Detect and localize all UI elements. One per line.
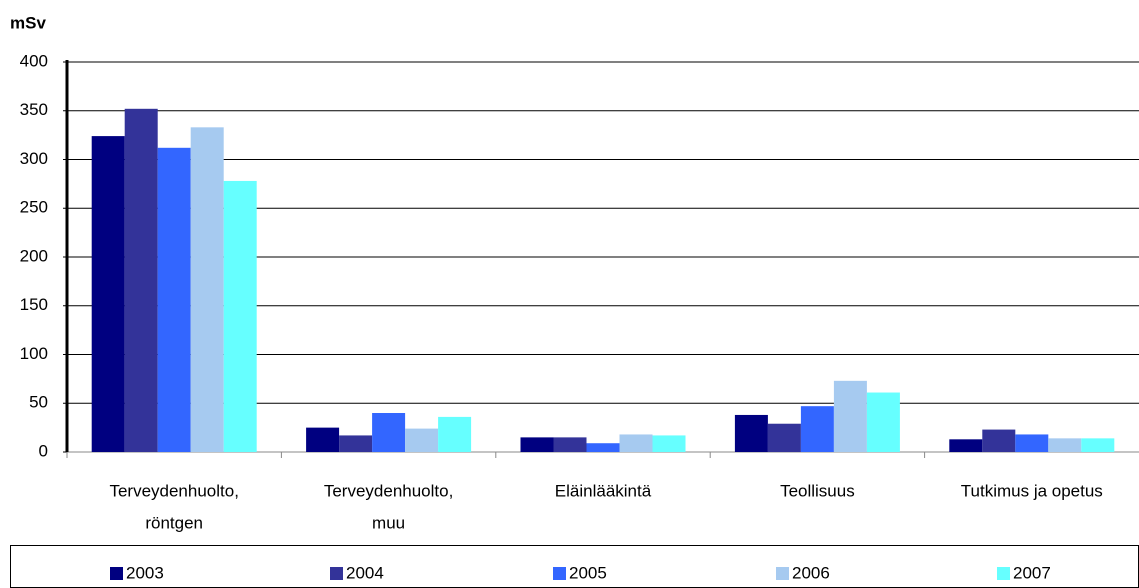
bar xyxy=(833,380,867,452)
legend-swatch xyxy=(553,567,566,580)
bar xyxy=(223,180,257,452)
bar xyxy=(124,108,158,453)
y-tick-label: 350 xyxy=(20,100,48,119)
y-tick-label: 0 xyxy=(39,441,48,460)
legend-swatch xyxy=(330,567,343,580)
bar xyxy=(866,392,900,452)
x-tick-label: Eläinlääkintä xyxy=(555,481,652,500)
y-tick-label: 400 xyxy=(20,51,48,70)
legend-label: 2006 xyxy=(792,563,830,582)
bar xyxy=(767,423,801,452)
y-axis-label: mSv xyxy=(10,13,46,32)
bar xyxy=(652,435,686,452)
y-tick-label: 300 xyxy=(20,149,48,168)
bar xyxy=(91,136,125,452)
bar xyxy=(372,413,406,452)
bar xyxy=(619,434,653,452)
x-tick-label: muu xyxy=(372,513,405,532)
x-tick-label: Terveydenhuolto, xyxy=(109,481,238,500)
bar xyxy=(586,443,620,452)
legend-label: 2007 xyxy=(1013,563,1051,582)
bar xyxy=(949,439,983,452)
legend-label: 2005 xyxy=(569,563,607,582)
x-tick-label: Tutkimus ja opetus xyxy=(961,481,1103,500)
bar xyxy=(190,127,224,452)
bar xyxy=(438,416,472,452)
y-tick-label: 100 xyxy=(20,344,48,363)
bar xyxy=(405,428,439,452)
x-tick-label: Terveydenhuolto, xyxy=(324,481,453,500)
bar xyxy=(1048,438,1082,452)
bar xyxy=(734,414,768,452)
bar xyxy=(520,437,554,452)
y-tick-label: 50 xyxy=(29,393,48,412)
x-tick-label: Teollisuus xyxy=(780,481,855,500)
y-tick-label: 250 xyxy=(20,198,48,217)
legend-label: 2004 xyxy=(346,563,384,582)
bar xyxy=(339,435,373,452)
bar xyxy=(800,406,834,452)
x-tick-label: röntgen xyxy=(145,513,203,532)
bar xyxy=(982,429,1016,452)
y-tick-label: 150 xyxy=(20,295,48,314)
legend-swatch xyxy=(110,567,123,580)
y-tick-label: 200 xyxy=(20,246,48,265)
bar xyxy=(1081,438,1115,452)
legend-swatch xyxy=(997,567,1010,580)
bar xyxy=(157,147,191,453)
legend-swatch xyxy=(776,567,789,580)
legend-label: 2003 xyxy=(126,563,164,582)
bar xyxy=(553,437,587,452)
bar xyxy=(306,427,340,452)
bar xyxy=(1015,434,1049,452)
